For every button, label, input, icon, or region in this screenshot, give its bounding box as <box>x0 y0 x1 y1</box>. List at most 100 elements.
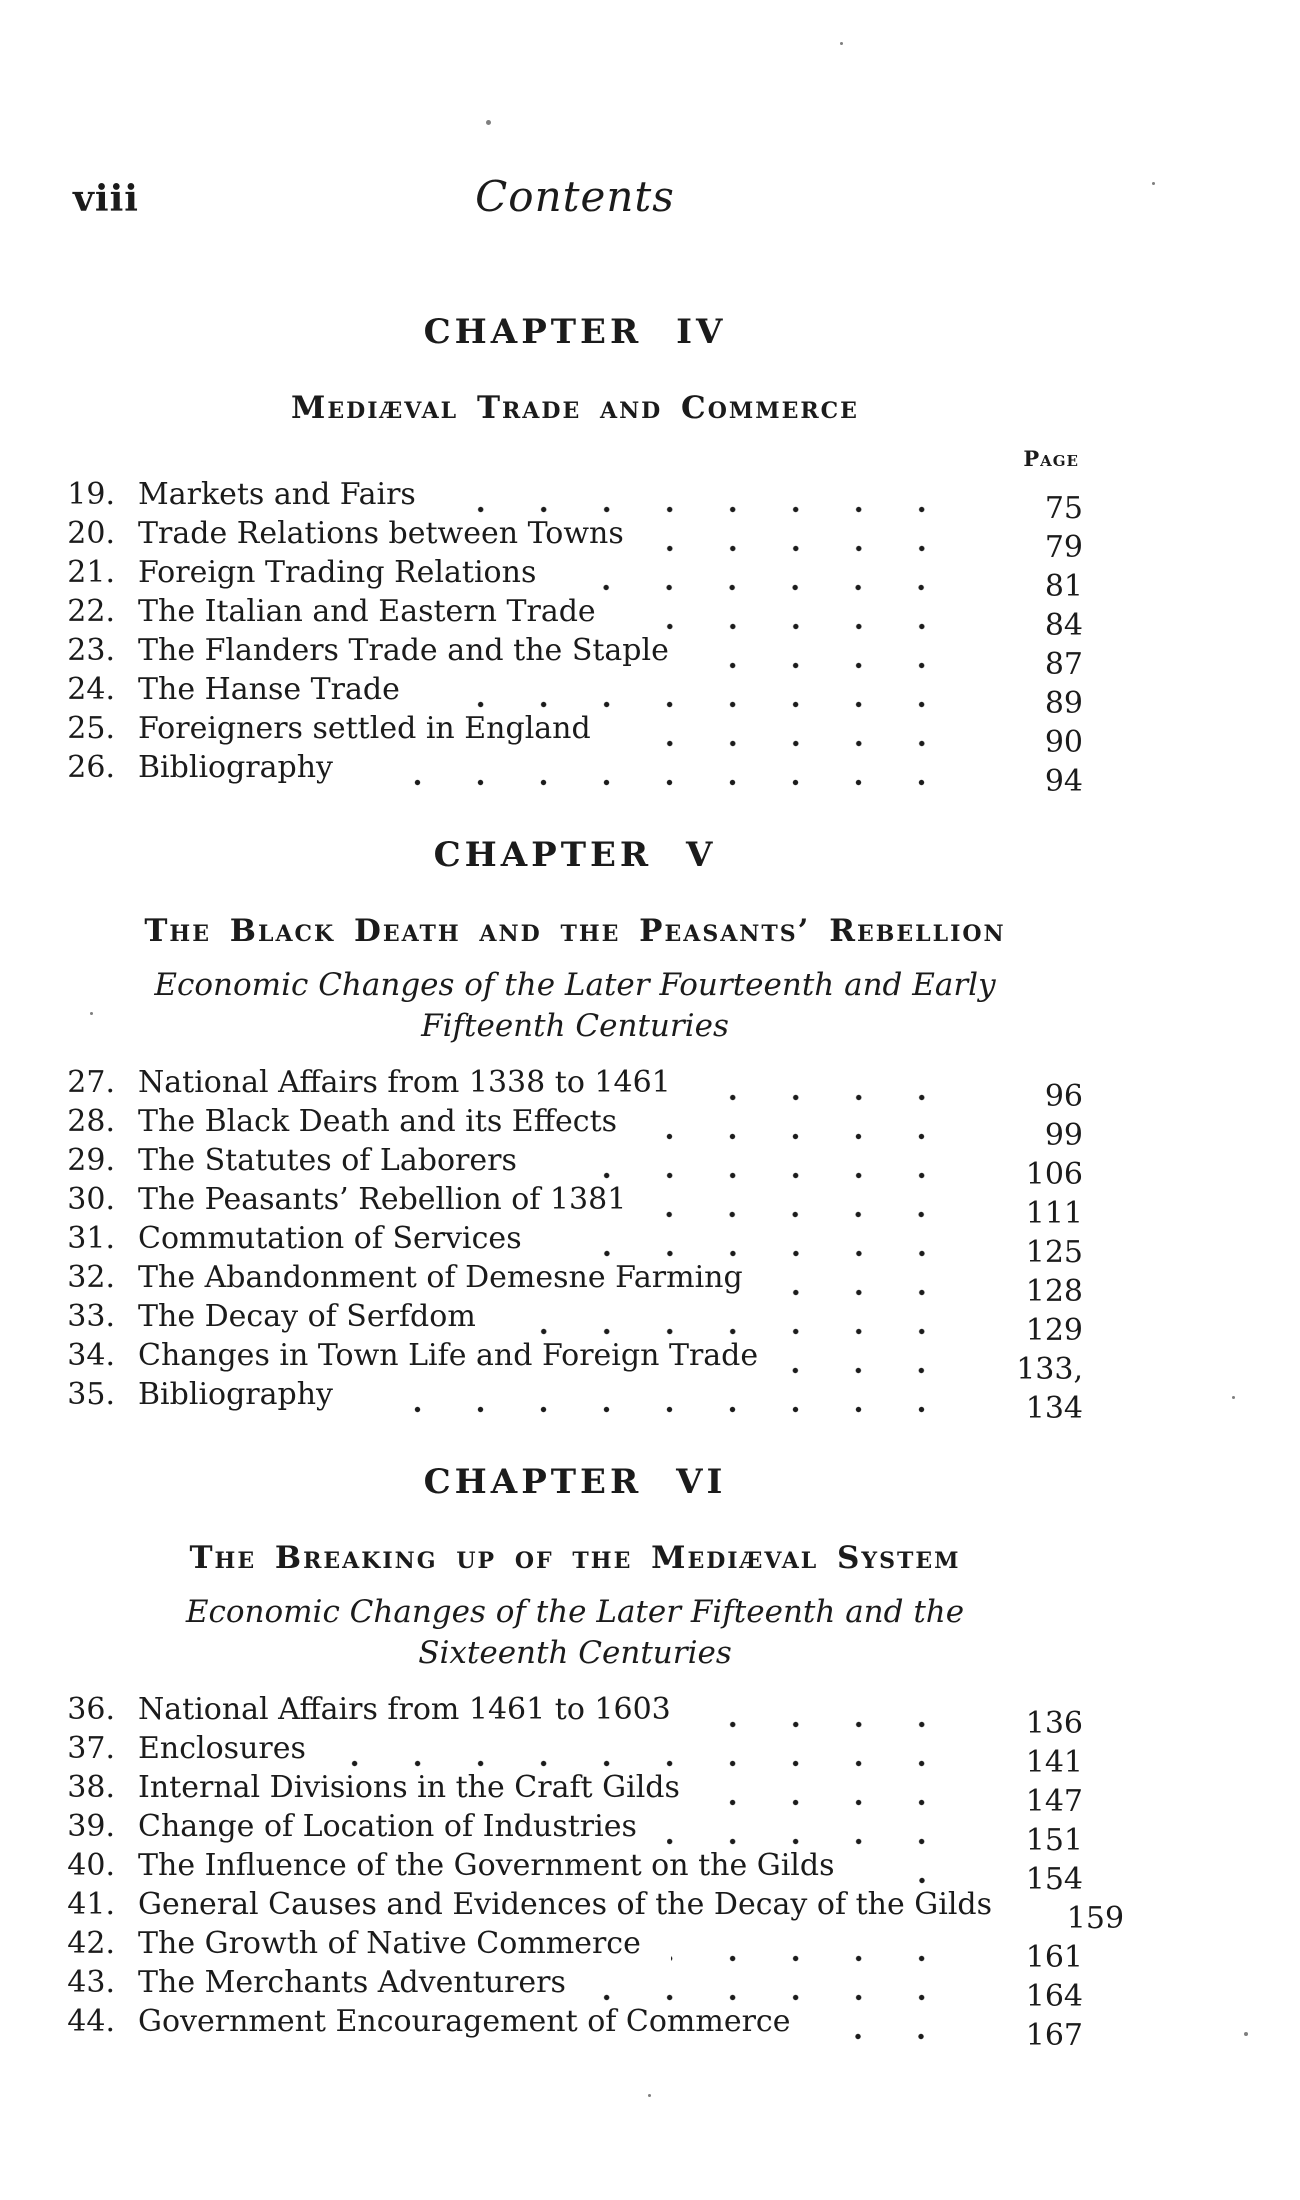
entry-title: The Hanse Trade <box>138 672 400 707</box>
entry-number: 24. <box>67 672 115 707</box>
entry-title: National Affairs from 1461 to 1603 <box>138 1691 671 1727</box>
entry-number: 29. <box>67 1142 115 1178</box>
entry-number: 31. <box>67 1220 115 1256</box>
entry-number: 22. <box>67 594 115 629</box>
toc-entry: 44. Government Encouragement of Commerce 1… <box>55 2002 1095 2053</box>
leader-dots <box>363 779 981 786</box>
entry-page-number: 154 <box>1025 1861 1083 1897</box>
entry-page-number: 136 <box>1025 1705 1083 1741</box>
entry-page-number: 161 <box>1025 1939 1083 1975</box>
leader-dots <box>670 1954 981 1962</box>
entry-title: Changes in Town Life and Foreign Trade <box>138 1337 759 1373</box>
entry-number: 27. <box>67 1064 115 1100</box>
scan-speck <box>1152 182 1155 185</box>
toc-entry: 38. Internal Divisions in the Craft Gilds… <box>55 1768 1095 1819</box>
leader-dots <box>666 1837 981 1845</box>
entry-number: 37. <box>67 1730 115 1766</box>
chapter-section: CHAPTER VI The Breaking up of the Mediæva… <box>55 1461 1124 2053</box>
leader-dots <box>566 584 981 591</box>
entry-page-number: 129 <box>1025 1312 1083 1348</box>
chapter-subtitle: Economic Changes of the Later Fifteenth … <box>185 1593 965 1671</box>
toc-entry: 23. The Flanders Trade and the Staple 87 <box>55 631 1095 682</box>
table-of-contents: CHAPTER IV Mediæval Trade and Commerce Pag… <box>55 312 1124 2053</box>
entry-number: 19. <box>67 477 115 512</box>
entry-number: 30. <box>67 1181 115 1217</box>
entry-number: 35. <box>67 1376 115 1412</box>
toc-entry: 28. The Black Death and its Effects 99 <box>55 1102 1095 1153</box>
leader-dots <box>698 662 981 669</box>
leader-dots <box>647 1132 981 1140</box>
running-head: viii Contents <box>55 172 1095 228</box>
scan-speck <box>1232 1396 1235 1399</box>
leader-dots <box>700 1720 981 1728</box>
toc-entry: 29. The Statutes of Laborers 106 <box>55 1141 1095 1192</box>
scan-speck <box>90 1012 93 1015</box>
toc-entry: 24. The Hanse Trade 89 <box>55 670 1095 721</box>
entry-page-number: 89 <box>1044 686 1083 721</box>
entry-title: Internal Divisions in the Craft Gilds <box>138 1769 680 1805</box>
chapter-heading: CHAPTER VI <box>423 1461 727 1502</box>
toc-entry: 36. National Affairs from 1461 to 1603 136 <box>55 1690 1095 1741</box>
chapter-title: The Black Death and the Peasants’ Rebell… <box>144 913 1006 949</box>
toc-entry: 30. The Peasants’ Rebellion of 1381 111 <box>55 1180 1095 1231</box>
scan-speck <box>648 2094 651 2097</box>
entry-number: 26. <box>67 750 115 785</box>
toc-entry: 31. Commutation of Services 125 <box>55 1219 1095 1270</box>
entry-page-number: 75 <box>1044 491 1083 526</box>
entry-title: The Growth of Native Commerce <box>138 1925 641 1961</box>
toc-entry: 37. Enclosures 141 <box>55 1729 1095 1780</box>
entry-page-number: 128 <box>1025 1273 1083 1309</box>
entry-title: Change of Location of Industries <box>138 1808 637 1844</box>
entry-number: 25. <box>67 711 115 746</box>
entry-number: 23. <box>67 633 115 668</box>
entry-title: National Affairs from 1338 to 1461 <box>138 1064 671 1100</box>
chapter-title: Mediæval Trade and Commerce <box>291 390 859 426</box>
entry-page-number: 125 <box>1025 1234 1083 1270</box>
entry-page-number: 133, <box>1016 1351 1083 1387</box>
entry-title: The Peasants’ Rebellion of 1381 <box>138 1181 627 1217</box>
entry-page-number: 87 <box>1044 647 1083 682</box>
entry-page-number: 141 <box>1025 1744 1083 1780</box>
entry-number: 28. <box>67 1103 115 1139</box>
running-title: Contents <box>475 172 675 221</box>
scan-speck <box>840 42 843 45</box>
entry-number: 34. <box>67 1337 115 1373</box>
entry-number: 42. <box>67 1925 115 1961</box>
entry-page-number: 99 <box>1044 1117 1083 1153</box>
entry-title: The Statutes of Laborers <box>138 1142 517 1178</box>
page-folio: viii <box>73 178 139 220</box>
toc-entry: 22. The Italian and Eastern Trade 84 <box>55 592 1095 643</box>
leader-dots <box>788 1366 981 1374</box>
entry-title: The Black Death and its Effects <box>138 1103 618 1139</box>
entry-page-number: 106 <box>1025 1156 1083 1192</box>
toc-entry: 32. The Abandonment of Demesne Farming 128 <box>55 1258 1095 1309</box>
toc-entry: 42. The Growth of Native Commerce 161 <box>55 1924 1095 1975</box>
leader-dots <box>505 1327 981 1335</box>
leader-dots <box>625 623 981 630</box>
entry-title: General Causes and Evidences of the Deca… <box>138 1886 993 1922</box>
entry-number: 40. <box>67 1847 115 1883</box>
entry-number: 33. <box>67 1298 115 1334</box>
entry-number: 38. <box>67 1769 115 1805</box>
entry-page-number: 79 <box>1044 530 1083 565</box>
toc-entry: 25. Foreigners settled in England 90 <box>55 709 1095 760</box>
entry-title: Government Encouragement of Commerce <box>138 2003 791 2039</box>
entry-number: 44. <box>67 2003 115 2039</box>
entry-number: 36. <box>67 1691 115 1727</box>
entry-page-number: 134 <box>1025 1390 1083 1426</box>
entry-title: Commutation of Services <box>138 1220 522 1256</box>
entry-title: The Merchants Adventurers <box>138 1964 566 2000</box>
entry-page-number: 159 <box>1066 1900 1125 1936</box>
entry-number: 43. <box>67 1964 115 2000</box>
entry-number: 20. <box>67 516 115 551</box>
entry-title: The Decay of Serfdom <box>138 1298 476 1334</box>
entry-title: The Influence of the Government on the G… <box>138 1847 835 1883</box>
leader-dots <box>656 1210 981 1218</box>
toc-entry: 21. Foreign Trading Relations 81 <box>55 553 1095 604</box>
entry-page-number: 84 <box>1044 608 1083 643</box>
toc-entry: 19. Markets and Fairs 75 <box>55 475 1095 526</box>
entry-page-number: 94 <box>1044 764 1083 799</box>
leader-dots <box>429 701 981 708</box>
scan-speck <box>1244 2032 1248 2036</box>
